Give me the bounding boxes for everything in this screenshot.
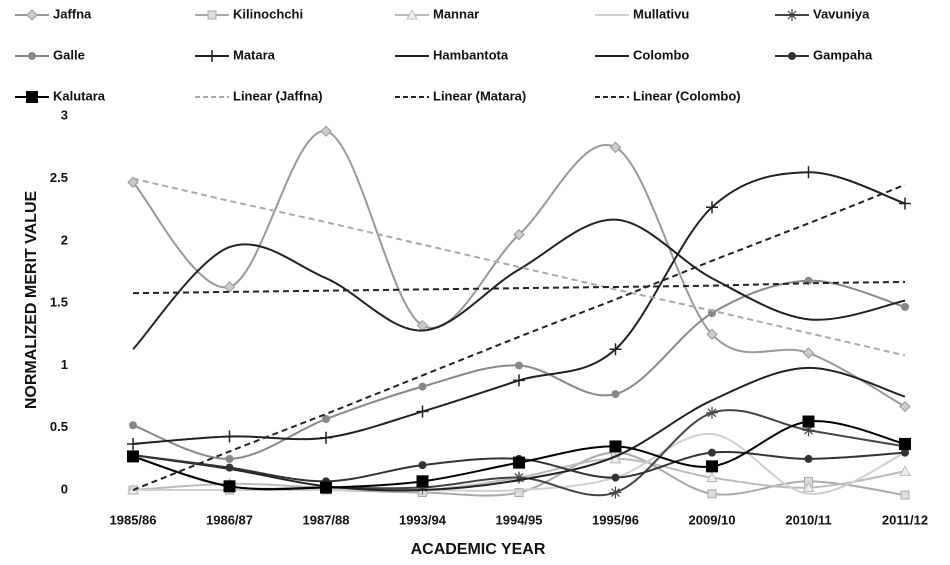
marker xyxy=(609,486,622,499)
marker xyxy=(418,461,427,470)
marker xyxy=(127,450,139,463)
marker xyxy=(206,50,218,62)
x-tick-label: 2010/11 xyxy=(785,512,831,527)
trend-line xyxy=(132,280,906,295)
legend-label: Hambantota xyxy=(433,47,509,62)
legend-label: Kilinochchi xyxy=(233,6,303,21)
x-tick-label: 1987/88 xyxy=(303,512,350,527)
marker xyxy=(418,382,427,391)
marker xyxy=(706,471,718,483)
marker xyxy=(706,406,718,419)
marker xyxy=(900,490,910,500)
x-tick-label: 2011/12 xyxy=(882,512,928,527)
marker xyxy=(513,374,525,387)
legend-label: Colombo xyxy=(633,47,689,62)
marker xyxy=(416,475,429,488)
marker xyxy=(706,201,718,214)
marker xyxy=(611,473,620,482)
x-tick-label: 1995/96 xyxy=(592,512,639,527)
marker xyxy=(802,166,815,179)
marker xyxy=(899,400,911,413)
marker xyxy=(899,465,911,476)
marker xyxy=(207,10,217,20)
legend-label: Linear (Matara) xyxy=(433,88,526,103)
y-tick-label: 1.5 xyxy=(50,295,68,310)
marker xyxy=(225,463,234,472)
marker xyxy=(223,430,236,443)
marker xyxy=(708,448,716,457)
x-tick-label: 1985/86 xyxy=(110,512,157,527)
marker xyxy=(706,328,718,340)
series-line xyxy=(132,218,906,350)
marker xyxy=(28,52,36,60)
legend-label: Kalutara xyxy=(53,88,106,103)
marker xyxy=(611,390,620,399)
legend-label: Linear (Jaffna) xyxy=(233,88,323,103)
marker xyxy=(899,437,911,450)
marker xyxy=(416,405,429,418)
series-line xyxy=(132,366,906,492)
marker xyxy=(406,8,418,20)
x-tick-label: 2009/10 xyxy=(689,512,736,527)
legend-label: Mullativu xyxy=(633,6,689,21)
marker xyxy=(127,437,139,450)
legend-label: Galle xyxy=(53,47,85,62)
y-tick-label: 2 xyxy=(61,232,68,247)
marker xyxy=(513,456,525,469)
legend-label: Gampaha xyxy=(813,47,873,62)
y-tick-label: 0 xyxy=(61,481,68,496)
x-tick-label: 1994/95 xyxy=(496,512,543,527)
marker xyxy=(707,489,717,499)
y-axis-title: NORMALIZED MERIT VALUE xyxy=(23,190,40,409)
marker xyxy=(513,228,525,241)
legend-label: Vavuniya xyxy=(813,6,870,21)
legend-label: Jaffna xyxy=(53,6,92,21)
marker xyxy=(802,347,815,359)
marker xyxy=(901,302,909,311)
marker xyxy=(513,471,525,484)
series-line xyxy=(132,171,906,445)
legend-label: Linear (Colombo) xyxy=(633,88,741,103)
x-tick-label: 1993/94 xyxy=(399,512,447,527)
marker xyxy=(786,9,798,21)
y-tick-label: 3 xyxy=(61,108,68,123)
legend-label: Matara xyxy=(233,47,276,62)
marker xyxy=(223,281,236,293)
marker xyxy=(706,460,718,473)
marker xyxy=(802,481,815,493)
trend-line xyxy=(132,183,906,491)
marker xyxy=(899,197,911,210)
marker xyxy=(802,415,815,428)
y-tick-label: 0.5 xyxy=(50,419,68,434)
marker xyxy=(514,488,524,498)
marker xyxy=(802,424,815,437)
marker xyxy=(26,91,38,103)
marker xyxy=(129,421,137,430)
marker xyxy=(515,361,523,370)
marker xyxy=(609,440,622,453)
marker xyxy=(320,481,332,494)
marker xyxy=(26,9,38,21)
marker xyxy=(609,343,622,356)
x-tick-label: 1986/87 xyxy=(206,512,253,527)
marker xyxy=(416,481,429,494)
marker xyxy=(320,125,332,137)
trend-line xyxy=(132,177,906,357)
marker xyxy=(225,454,234,463)
marker xyxy=(322,415,330,424)
y-tick-label: 1 xyxy=(61,357,68,372)
marker xyxy=(127,176,139,188)
marker xyxy=(609,141,622,154)
legend-label: Mannar xyxy=(433,6,479,21)
y-tick-label: 2.5 xyxy=(50,170,68,185)
x-axis-title: ACADEMIC YEAR xyxy=(411,541,546,558)
marker xyxy=(788,52,796,60)
marker xyxy=(320,431,332,444)
marker xyxy=(901,448,909,457)
marker xyxy=(223,480,236,493)
marker xyxy=(804,454,813,463)
